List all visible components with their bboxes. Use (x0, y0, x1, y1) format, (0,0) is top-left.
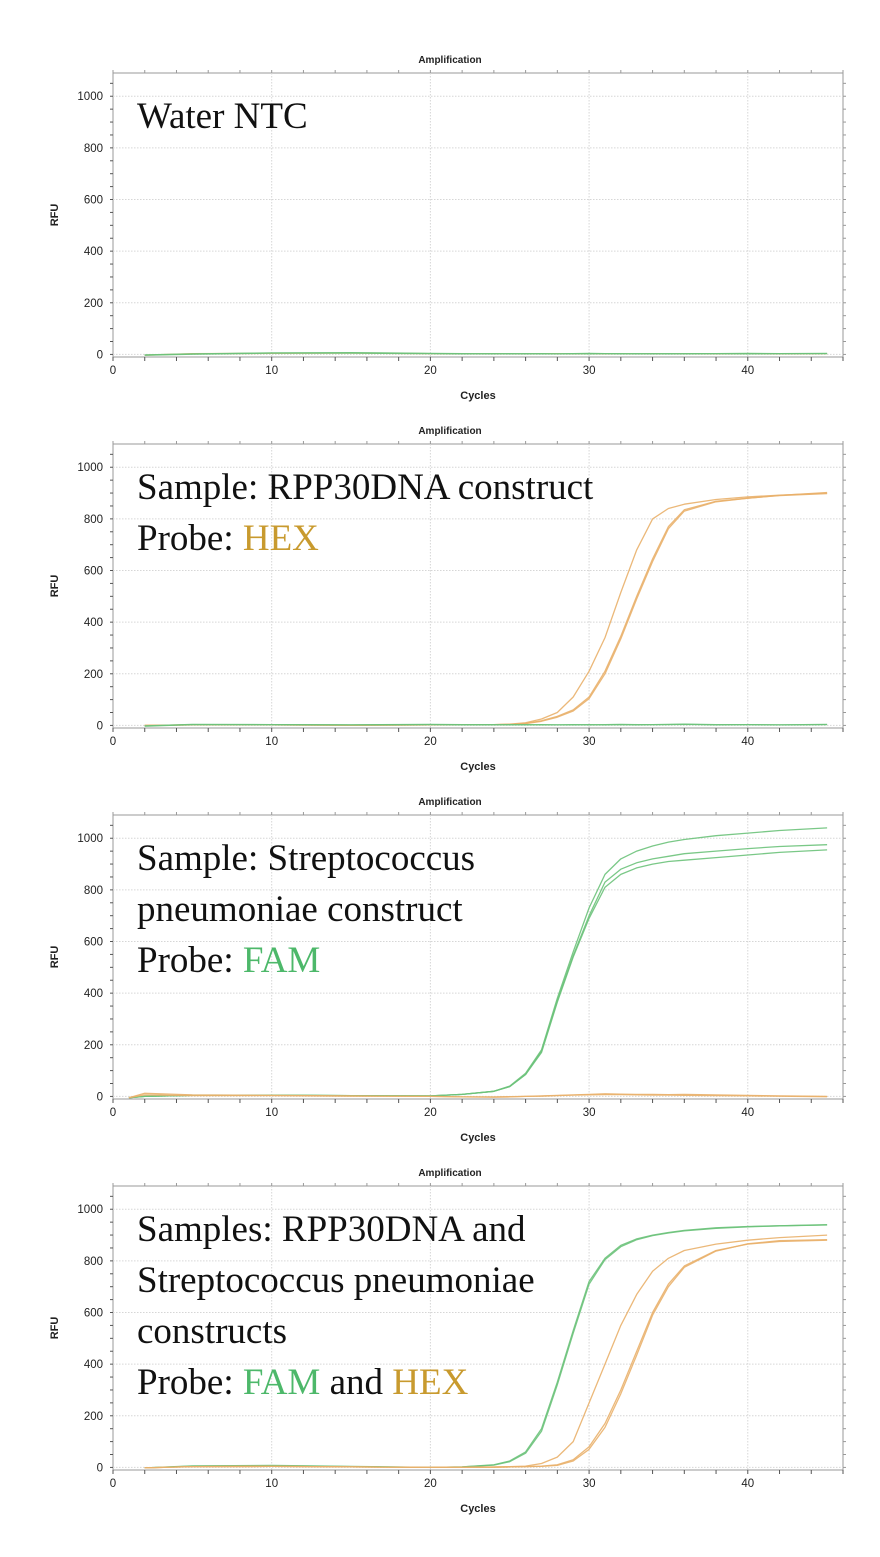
annotation-line: pneumoniae construct (137, 889, 463, 930)
annotation-segment: Probe: (137, 940, 243, 981)
y-tick-label: 400 (84, 617, 103, 629)
x-tick-label: 0 (110, 736, 116, 748)
y-tick-label: 800 (84, 143, 103, 155)
series-line-hex-5 (128, 1093, 828, 1099)
annotation-segment: HEX (243, 518, 319, 559)
x-tick-label: 0 (110, 1107, 116, 1119)
series-line-fam-5 (144, 723, 828, 727)
x-tick-label: 0 (110, 1478, 116, 1490)
annotation-line: Water NTC (137, 96, 308, 137)
annotation-segment: FAM (243, 940, 320, 981)
annotation-segment: Sample: Streptococcus (137, 838, 475, 879)
series-line-fam-3 (144, 352, 828, 356)
annotation-line: constructs (137, 1311, 287, 1352)
annotation-line: Probe: FAM and HEX (137, 1362, 469, 1403)
y-tick-label: 600 (84, 566, 103, 578)
y-tick-label: 200 (84, 669, 103, 681)
chart-panel-4: Amplification 0 200 400 600 800 1000 0 10 20 30 40 C… (49, 1168, 846, 1515)
x-tick-label: 10 (265, 1478, 278, 1490)
chart-title: Amplification (418, 797, 481, 808)
annotation-segment: Streptococcus pneumoniae (137, 1260, 535, 1301)
x-axis-label: Cycles (460, 761, 495, 773)
x-tick-label: 10 (265, 365, 278, 377)
y-tick-label: 0 (97, 720, 103, 732)
annotation-line: Probe: HEX (137, 518, 319, 559)
annotation-line: Probe: FAM (137, 940, 320, 981)
y-axis-label: RFU (49, 575, 61, 598)
y-tick-label: 400 (84, 988, 103, 1000)
x-tick-label: 10 (265, 736, 278, 748)
y-tick-label: 600 (84, 195, 103, 207)
x-tick-label: 30 (583, 736, 596, 748)
chart-panel-3: Amplification 0 200 400 600 800 1000 0 10 20 30 40 C… (49, 797, 846, 1144)
annotation-segment: and (320, 1362, 392, 1403)
plot-area (112, 1185, 844, 1471)
x-tick-label: 10 (265, 1107, 278, 1119)
x-axis-label: Cycles (460, 390, 495, 402)
y-axis-label: RFU (49, 946, 61, 969)
x-tick-label: 20 (424, 736, 437, 748)
y-tick-label: 1000 (77, 91, 103, 103)
x-tick-label: 40 (741, 1107, 754, 1119)
x-tick-label: 40 (741, 365, 754, 377)
chart-panel-1: Amplification 0 200 400 600 800 1000 0 10 20 30 40 C… (49, 55, 846, 402)
x-tick-label: 30 (583, 365, 596, 377)
chart-title: Amplification (418, 426, 481, 437)
annotation-segment: Probe: (137, 518, 243, 559)
x-tick-label: 20 (424, 365, 437, 377)
y-tick-label: 1000 (77, 833, 103, 845)
annotation-line: Samples: RPP30DNA and (137, 1209, 526, 1250)
y-axis-label: RFU (49, 1317, 61, 1340)
y-tick-label: 0 (97, 1462, 103, 1474)
chart-title: Amplification (418, 55, 481, 66)
x-axis-label: Cycles (460, 1503, 495, 1515)
x-tick-label: 40 (741, 736, 754, 748)
y-tick-label: 200 (84, 298, 103, 310)
x-tick-label: 30 (583, 1107, 596, 1119)
y-tick-label: 400 (84, 1359, 103, 1371)
plot-area (112, 72, 844, 358)
y-tick-label: 200 (84, 1411, 103, 1423)
x-tick-label: 0 (110, 365, 116, 377)
annotation-segment: Sample: RPP30DNA construct (137, 467, 594, 508)
annotation-segment: pneumoniae construct (137, 889, 463, 930)
annotation-segment: FAM (243, 1362, 320, 1403)
y-tick-label: 0 (97, 1091, 103, 1103)
y-axis-label: RFU (49, 204, 61, 227)
annotation-segment: Water NTC (137, 96, 308, 137)
chart-panel-2: Amplification 0 200 400 600 800 1000 0 10 20 30 40 C… (49, 426, 846, 773)
x-tick-label: 20 (424, 1478, 437, 1490)
x-tick-label: 20 (424, 1107, 437, 1119)
annotation-line: Sample: Streptococcus (137, 838, 475, 879)
x-axis-label: Cycles (460, 1132, 495, 1144)
y-tick-label: 800 (84, 514, 103, 526)
y-tick-label: 200 (84, 1040, 103, 1052)
series-line-hex-5 (144, 1239, 828, 1469)
chart-title: Amplification (418, 1168, 481, 1179)
annotation-segment: Probe: (137, 1362, 243, 1403)
annotation-line: Streptococcus pneumoniae (137, 1260, 535, 1301)
y-tick-label: 600 (84, 937, 103, 949)
y-tick-label: 800 (84, 1256, 103, 1268)
annotation-segment: constructs (137, 1311, 287, 1352)
annotation-line: Sample: RPP30DNA construct (137, 467, 594, 508)
y-tick-label: 1000 (77, 462, 103, 474)
annotation-segment: Samples: RPP30DNA and (137, 1209, 526, 1250)
plot-area (112, 814, 844, 1100)
y-tick-label: 800 (84, 885, 103, 897)
y-tick-label: 0 (97, 349, 103, 361)
y-tick-label: 400 (84, 246, 103, 258)
x-tick-label: 30 (583, 1478, 596, 1490)
annotation-segment: HEX (392, 1362, 468, 1403)
y-tick-label: 600 (84, 1308, 103, 1320)
plot-area (112, 443, 844, 729)
y-tick-label: 1000 (77, 1204, 103, 1216)
x-tick-label: 40 (741, 1478, 754, 1490)
